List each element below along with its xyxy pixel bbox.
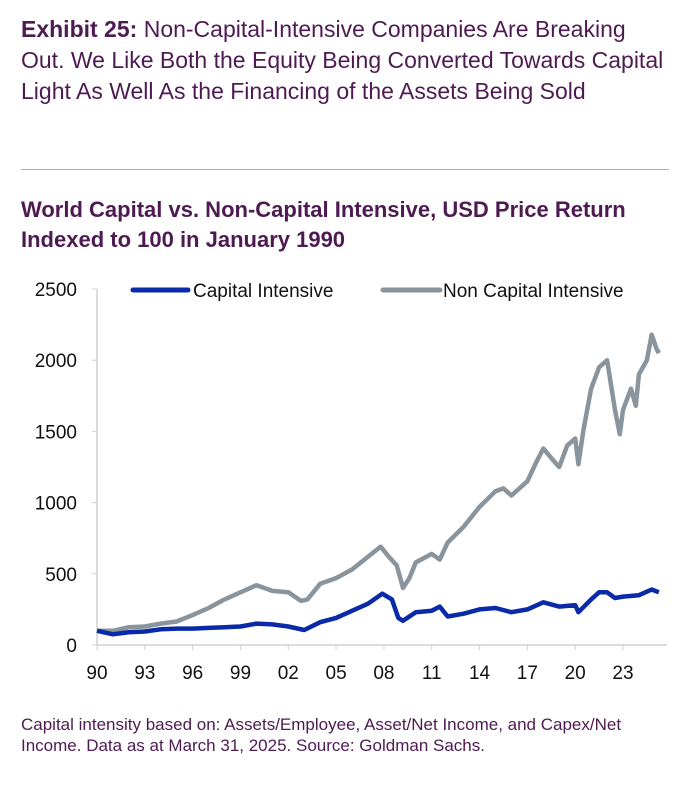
x-tick-label: 05 (326, 663, 347, 684)
y-tick-label: 500 (45, 565, 77, 586)
y-tick-label: 2500 (35, 280, 77, 301)
divider (21, 169, 669, 170)
footnote: Capital intensity based on: Assets/Emplo… (21, 715, 622, 755)
exhibit-text: Non-Capital-Intensive Companies Are Brea… (21, 16, 664, 104)
x-tick-label: 99 (230, 663, 251, 684)
x-tick-label: 14 (469, 663, 491, 684)
x-tick-label: 20 (565, 663, 586, 684)
y-tick-label: 0 (66, 636, 77, 657)
x-tick-label: 96 (182, 663, 203, 684)
x-tick-label: 08 (373, 663, 394, 684)
y-tick-label: 1500 (35, 422, 77, 443)
series-line-non-capital-intensive (97, 332, 661, 634)
x-tick-label: 17 (517, 663, 538, 684)
exhibit-label: Exhibit 25: (21, 16, 138, 42)
legend-label: Non Capital Intensive (443, 281, 624, 302)
chart-title: World Capital vs. Non-Capital Intensive,… (21, 197, 626, 252)
y-tick-label: 1000 (35, 494, 77, 515)
x-tick-label: 23 (612, 663, 633, 684)
x-tick-label: 93 (134, 663, 155, 684)
line-chart: 0 500 1000 1500 2000 2500 90 93 96 99 02 05 08 11 14 17… (35, 280, 667, 684)
legend-label: Capital Intensive (193, 281, 333, 302)
x-tick-label: 02 (278, 663, 299, 684)
y-tick-label: 2000 (35, 351, 77, 372)
x-tick-label: 90 (86, 663, 107, 684)
x-tick-label: 11 (422, 663, 442, 684)
series-line-capital-intensive (96, 587, 660, 637)
exhibit-title: Exhibit 25: Non-Capital-Intensive Compan… (21, 14, 671, 107)
